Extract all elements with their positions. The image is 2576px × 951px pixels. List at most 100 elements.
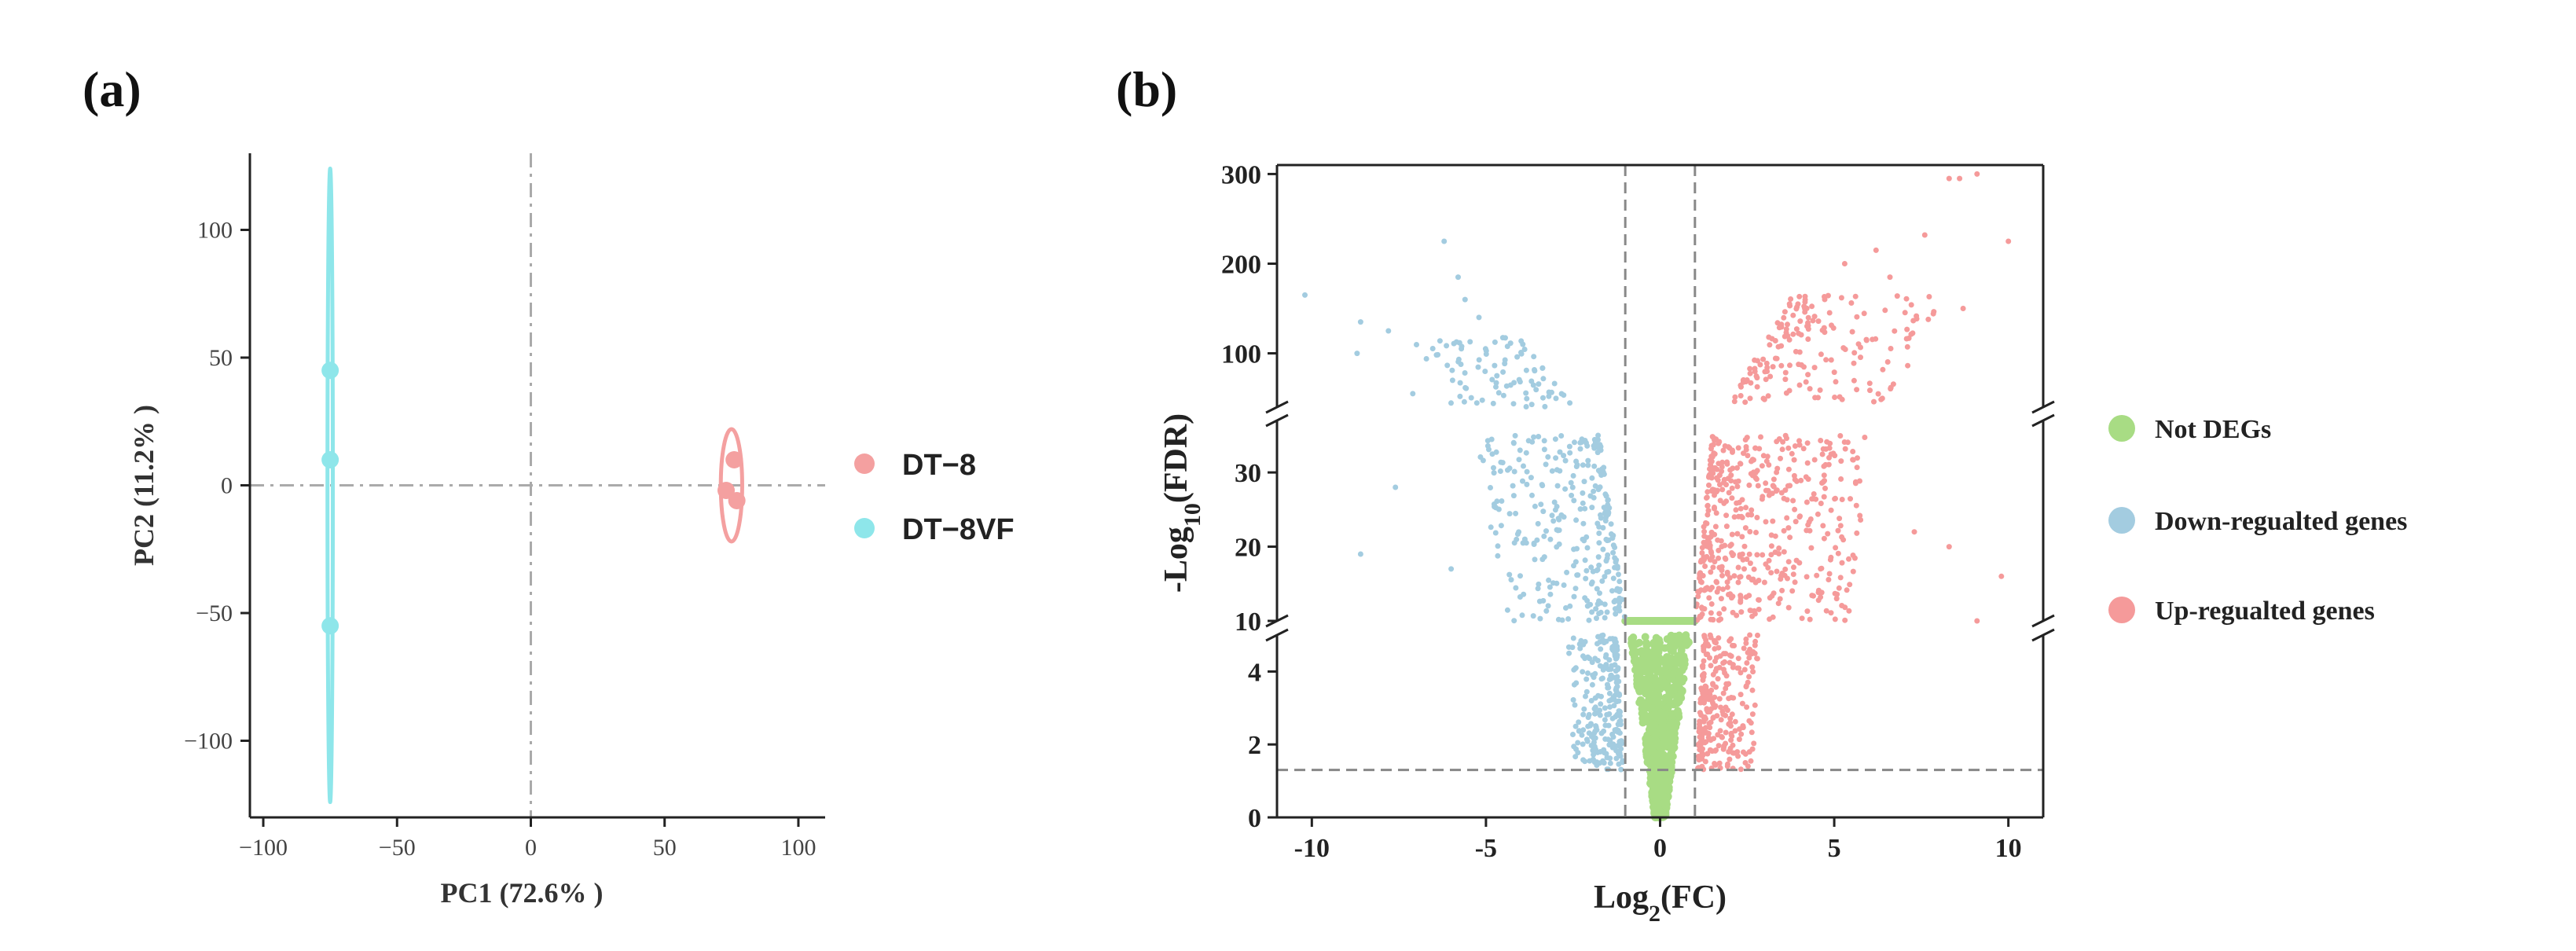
not-deg-point xyxy=(1651,736,1660,744)
up-point xyxy=(1704,503,1711,509)
down-point xyxy=(1609,663,1615,669)
up-point xyxy=(1701,539,1707,545)
up-point xyxy=(1796,560,1803,566)
up-point xyxy=(1724,707,1730,714)
up-point xyxy=(1774,568,1780,575)
up-point xyxy=(1790,312,1796,318)
down-point xyxy=(1594,567,1601,573)
up-point xyxy=(1749,711,1756,718)
down-point xyxy=(1583,440,1589,446)
down-point xyxy=(1497,468,1503,474)
down-point xyxy=(1495,390,1502,396)
up-point xyxy=(1749,664,1756,670)
up-point xyxy=(1759,463,1765,469)
down-point xyxy=(1597,590,1602,597)
up-point xyxy=(1712,559,1718,565)
volcano-y-tick-label: 300 xyxy=(1221,160,1261,189)
down-point xyxy=(1437,338,1443,344)
up-point xyxy=(1828,451,1834,457)
up-point xyxy=(1800,446,1807,452)
down-point xyxy=(1476,357,1482,363)
not-deg-point xyxy=(1664,740,1671,749)
up-point xyxy=(1727,756,1733,762)
up-point xyxy=(1717,728,1723,734)
down-point xyxy=(1588,564,1594,571)
up-point xyxy=(1743,446,1749,453)
up-point xyxy=(1715,537,1721,543)
down-point xyxy=(1558,433,1565,439)
up-point xyxy=(1787,303,1793,309)
up-point xyxy=(1793,519,1799,525)
up-point xyxy=(1818,351,1824,358)
not-deg-point xyxy=(1650,763,1659,772)
up-point xyxy=(1790,498,1796,504)
up-point xyxy=(1779,587,1785,593)
down-point xyxy=(1613,644,1620,651)
up-point xyxy=(1697,739,1704,745)
down-point xyxy=(1598,600,1604,606)
up-point xyxy=(1738,393,1744,398)
up-point xyxy=(1791,457,1797,463)
down-point xyxy=(1549,468,1555,474)
down-point xyxy=(1493,380,1499,386)
up-point xyxy=(1796,382,1803,388)
down-point xyxy=(1520,478,1525,484)
up-point xyxy=(1703,520,1708,526)
up-point xyxy=(1748,758,1754,764)
down-point xyxy=(1570,697,1576,703)
up-point xyxy=(1747,632,1753,638)
down-point xyxy=(1609,731,1616,737)
up-point xyxy=(1754,515,1760,520)
down-point xyxy=(1619,740,1625,747)
not-deg-point xyxy=(1674,638,1682,647)
up-point xyxy=(1785,321,1790,328)
down-point xyxy=(1599,637,1605,643)
up-point xyxy=(1839,603,1845,608)
up-point xyxy=(1784,515,1790,521)
up-point xyxy=(1792,506,1798,512)
down-point xyxy=(1613,597,1618,604)
down-point xyxy=(1513,585,1519,591)
down-point xyxy=(1458,362,1464,367)
up-point xyxy=(1804,574,1810,580)
down-point xyxy=(1459,343,1465,350)
down-point xyxy=(1521,347,1528,352)
down-point xyxy=(1535,520,1541,527)
not-deg-point xyxy=(1672,692,1681,701)
up-point xyxy=(1710,714,1716,721)
up-point xyxy=(1704,730,1710,736)
down-point xyxy=(1613,668,1619,674)
not-deg-point xyxy=(1683,617,1692,625)
down-point xyxy=(1482,346,1488,352)
up-point xyxy=(1832,496,1838,502)
down-point xyxy=(1540,597,1547,604)
pca-x-tick-label: 50 xyxy=(653,835,677,861)
down-point xyxy=(1582,557,1588,564)
down-point xyxy=(1592,695,1598,701)
up-point xyxy=(1737,461,1743,467)
up-point xyxy=(1837,433,1844,439)
up-point xyxy=(1782,566,1789,572)
down-point xyxy=(1561,514,1567,520)
down-point xyxy=(1588,743,1594,748)
down-point xyxy=(1574,545,1580,552)
up-point xyxy=(1888,386,1894,392)
up-point xyxy=(1873,336,1879,342)
not-deg-point xyxy=(1671,681,1680,689)
down-point xyxy=(1575,572,1581,578)
up-point xyxy=(1854,387,1860,393)
down-point xyxy=(1606,690,1613,696)
up-point xyxy=(1710,671,1716,677)
up-point xyxy=(1719,468,1725,475)
down-point xyxy=(1567,603,1573,609)
down-point xyxy=(1573,464,1580,469)
up-point xyxy=(1797,318,1804,325)
down-point xyxy=(1549,512,1555,519)
up-point xyxy=(1825,531,1831,537)
up-point xyxy=(1773,488,1779,494)
down-point xyxy=(1357,551,1363,557)
down-point xyxy=(1591,463,1598,469)
down-point xyxy=(1500,392,1506,398)
down-point xyxy=(1602,574,1608,580)
down-point xyxy=(1476,314,1482,321)
